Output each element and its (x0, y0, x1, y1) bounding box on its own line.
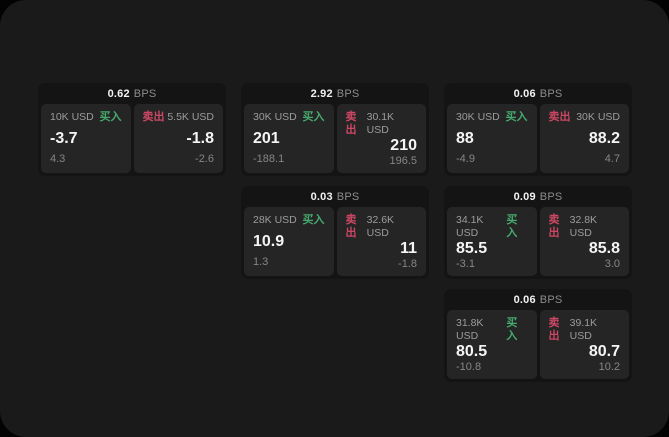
quote-panels: 30K USD 买入 201 -188.1 卖出 30.1K USD 210 1… (244, 104, 426, 173)
spread-value: 0.62 (107, 87, 130, 100)
spread-value: 0.06 (513, 293, 536, 306)
quote-panels: 34.1K USD 买入 85.5 -3.1 卖出 32.8K USD 85.8… (447, 207, 629, 276)
buy-panel[interactable]: 28K USD 买入 10.9 1.3 (244, 207, 334, 276)
sell-delta: 3.0 (604, 258, 620, 270)
spread-header: 0.09 BPS (447, 186, 629, 207)
sell-label: 卖出 (548, 214, 560, 239)
buy-delta: -3.1 (456, 258, 475, 270)
buy-amount-label: 31.8K USD (456, 317, 484, 342)
buy-panel[interactable]: 10K USD 买入 -3.7 4.3 (41, 104, 131, 173)
spread-header: 0.62 BPS (41, 83, 223, 104)
buy-panel[interactable]: 31.8K USD 买入 80.5 -10.8 (447, 310, 537, 379)
sell-panel[interactable]: 卖出 32.6K USD 11 -1.8 (336, 207, 426, 276)
sell-delta: 196.5 (389, 155, 417, 167)
buy-label: 买入 (302, 111, 325, 123)
buy-label: 买入 (505, 111, 528, 123)
buy-price: 85.5 (456, 240, 488, 257)
sell-amount-label: 5.5K USD (167, 111, 214, 123)
spread-value: 0.06 (513, 87, 536, 100)
sell-panel[interactable]: 卖出 5.5K USD -1.8 -2.6 (133, 104, 223, 173)
spread-unit: BPS (336, 87, 360, 100)
buy-delta: -10.8 (456, 361, 482, 373)
sell-delta: -1.8 (398, 258, 417, 270)
sell-amount-label: 32.8K USD (569, 214, 598, 239)
spread-unit: BPS (539, 190, 563, 203)
buy-label: 买入 (99, 111, 122, 123)
sell-label: 卖出 (548, 111, 571, 123)
spread-value: 0.03 (310, 190, 333, 203)
buy-delta: -188.1 (253, 153, 285, 165)
buy-delta: -4.9 (456, 153, 475, 165)
sell-price: -1.8 (186, 129, 214, 147)
spread-unit: BPS (539, 293, 563, 306)
quote-card: 0.09 BPS 34.1K USD 买入 85.5 -3.1 卖出 32.8K… (444, 186, 632, 279)
spread-unit: BPS (133, 87, 157, 100)
buy-panel[interactable]: 34.1K USD 买入 85.5 -3.1 (447, 207, 537, 276)
sell-amount-label: 32.6K USD (366, 214, 395, 239)
sell-amount-label: 39.1K USD (569, 317, 598, 342)
buy-label: 买入 (506, 214, 518, 239)
buy-amount-label: 10K USD (50, 111, 94, 123)
spread-value: 2.92 (310, 87, 333, 100)
sell-label: 卖出 (142, 111, 165, 123)
buy-price: 80.5 (456, 343, 488, 360)
buy-price: 201 (253, 129, 280, 147)
quote-card: 2.92 BPS 30K USD 买入 201 -188.1 卖出 30.1K … (241, 83, 429, 176)
sell-delta: -2.6 (195, 153, 214, 165)
sell-price: 85.8 (588, 240, 620, 257)
spread-header: 0.06 BPS (447, 289, 629, 310)
buy-price: 88 (456, 129, 474, 147)
buy-amount-label: 28K USD (253, 214, 297, 226)
sell-price: 11 (400, 240, 417, 257)
sell-price: 210 (390, 137, 417, 154)
spread-unit: BPS (336, 190, 360, 203)
sell-panel[interactable]: 卖出 39.1K USD 80.7 10.2 (539, 310, 629, 379)
buy-amount-label: 34.1K USD (456, 214, 484, 239)
sell-panel[interactable]: 卖出 30.1K USD 210 196.5 (336, 104, 426, 173)
spread-header: 2.92 BPS (244, 83, 426, 104)
buy-price: -3.7 (50, 129, 78, 147)
quote-cards-grid: 0.62 BPS 10K USD 买入 -3.7 4.3 卖出 5.5K USD (38, 83, 632, 382)
buy-price: 10.9 (253, 232, 285, 250)
sell-delta: 4.7 (604, 153, 620, 165)
quote-panels: 10K USD 买入 -3.7 4.3 卖出 5.5K USD -1.8 -2.… (41, 104, 223, 173)
sell-amount-label: 30K USD (576, 111, 620, 123)
sell-price: 88.2 (588, 129, 620, 147)
sell-delta: 10.2 (598, 361, 620, 373)
spread-header: 0.03 BPS (244, 186, 426, 207)
sell-label: 卖出 (345, 214, 357, 239)
buy-label: 买入 (506, 317, 518, 342)
spread-unit: BPS (539, 87, 563, 100)
buy-label: 买入 (302, 214, 325, 226)
buy-amount-label: 30K USD (253, 111, 297, 123)
sell-panel[interactable]: 卖出 30K USD 88.2 4.7 (539, 104, 629, 173)
sell-amount-label: 30.1K USD (366, 111, 395, 136)
quote-card: 0.62 BPS 10K USD 买入 -3.7 4.3 卖出 5.5K USD (38, 83, 226, 176)
spread-header: 0.06 BPS (447, 83, 629, 104)
sell-panel[interactable]: 卖出 32.8K USD 85.8 3.0 (539, 207, 629, 276)
buy-delta: 1.3 (253, 256, 269, 268)
buy-panel[interactable]: 30K USD 买入 88 -4.9 (447, 104, 537, 173)
quote-card: 0.06 BPS 31.8K USD 买入 80.5 -10.8 卖出 39.1… (444, 289, 632, 382)
quote-panels: 31.8K USD 买入 80.5 -10.8 卖出 39.1K USD 80.… (447, 310, 629, 379)
buy-panel[interactable]: 30K USD 买入 201 -188.1 (244, 104, 334, 173)
sell-price: 80.7 (588, 343, 620, 360)
buy-amount-label: 30K USD (456, 111, 500, 123)
quote-panels: 30K USD 买入 88 -4.9 卖出 30K USD 88.2 4.7 (447, 104, 629, 173)
sell-label: 卖出 (345, 111, 357, 136)
buy-delta: 4.3 (50, 153, 66, 165)
quote-card: 0.03 BPS 28K USD 买入 10.9 1.3 卖出 32.6K US… (241, 186, 429, 279)
spread-value: 0.09 (513, 190, 536, 203)
sell-label: 卖出 (548, 317, 560, 342)
quote-card: 0.06 BPS 30K USD 买入 88 -4.9 卖出 30K USD (444, 83, 632, 176)
quote-panels: 28K USD 买入 10.9 1.3 卖出 32.6K USD 11 -1.8 (244, 207, 426, 276)
